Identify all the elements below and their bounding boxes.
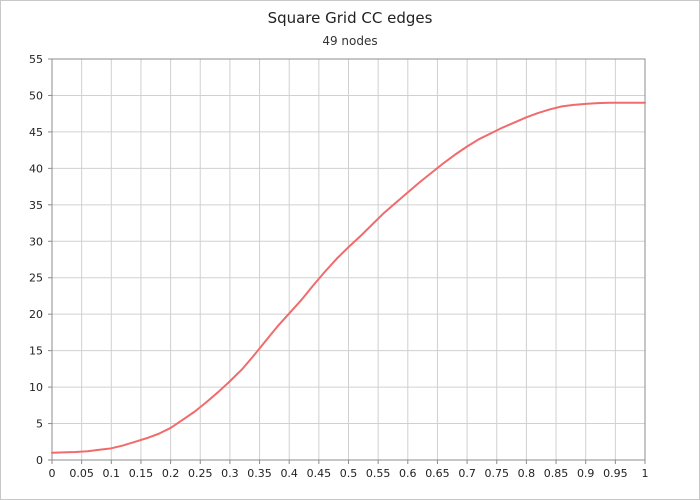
y-tick-label: 0 bbox=[36, 454, 43, 467]
y-tick-label: 30 bbox=[29, 235, 43, 248]
x-tick-label: 0.7 bbox=[458, 467, 476, 480]
y-axis-ticks: 0 5 10 15 20 25 30 35 40 45 50 55 bbox=[29, 53, 52, 467]
y-tick-label: 25 bbox=[29, 272, 43, 285]
series-line bbox=[51, 101, 646, 454]
y-tick-label: 20 bbox=[29, 308, 43, 321]
x-tick-label: 0.4 bbox=[280, 467, 298, 480]
chart-subtitle: 49 nodes bbox=[322, 34, 377, 48]
x-tick-label: 0.35 bbox=[247, 467, 272, 480]
x-tick-label: 0.1 bbox=[103, 467, 121, 480]
y-tick-label: 10 bbox=[29, 381, 43, 394]
y-tick-label: 35 bbox=[29, 199, 43, 212]
y-tick-label: 45 bbox=[29, 126, 43, 139]
x-tick-label: 0.15 bbox=[129, 467, 154, 480]
x-tick-label: 0.75 bbox=[485, 467, 510, 480]
x-tick-label: 0.95 bbox=[603, 467, 628, 480]
y-tick-label: 5 bbox=[36, 418, 43, 431]
x-tick-label: 0.45 bbox=[307, 467, 332, 480]
y-tick-label: 55 bbox=[29, 53, 43, 66]
x-tick-label: 0.55 bbox=[366, 467, 391, 480]
x-tick-label: 0.85 bbox=[544, 467, 569, 480]
x-tick-label: 0.5 bbox=[340, 467, 358, 480]
x-tick-label: 0.9 bbox=[577, 467, 595, 480]
x-tick-label: 0.05 bbox=[69, 467, 94, 480]
y-tick-label: 15 bbox=[29, 345, 43, 358]
x-tick-label: 0.65 bbox=[425, 467, 450, 480]
x-axis-ticks: 0 0.05 0.1 0.15 0.2 0.25 0.3 0.35 0.4 0.45 0.5 0.55… bbox=[49, 460, 649, 480]
plot-area bbox=[51, 58, 646, 461]
x-tick-label: 0.8 bbox=[518, 467, 536, 480]
chart-title: Square Grid CC edges bbox=[268, 9, 433, 27]
x-tick-label: 0.25 bbox=[188, 467, 213, 480]
x-tick-label: 0.2 bbox=[162, 467, 180, 480]
y-tick-label: 40 bbox=[29, 162, 43, 175]
x-tick-label: 0 bbox=[49, 467, 56, 480]
series-layer bbox=[51, 101, 646, 454]
y-tick-label: 50 bbox=[29, 89, 43, 102]
x-tick-label: 0.3 bbox=[221, 467, 239, 480]
grid bbox=[51, 58, 646, 461]
x-tick-label: 0.6 bbox=[399, 467, 417, 480]
x-tick-label: 1 bbox=[642, 467, 649, 480]
